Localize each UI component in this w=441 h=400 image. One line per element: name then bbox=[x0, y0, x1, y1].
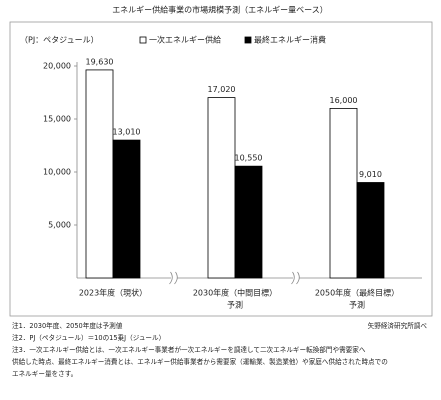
axis-break-mark bbox=[169, 271, 173, 285]
note: 注2．PJ（ペタジュール）＝10の15乗J（ジュール） bbox=[12, 333, 165, 342]
note: 供給した時点、最終エネルギー消費とは、エネルギー供給事業者から需要家（運輸業、製… bbox=[12, 357, 388, 366]
value-label: 19,630 bbox=[86, 57, 114, 66]
note: エネルギー量をさす。 bbox=[12, 370, 77, 378]
value-label: 17,020 bbox=[208, 85, 236, 94]
bar bbox=[112, 139, 141, 279]
y-tick-label: 15,000 bbox=[43, 115, 71, 124]
y-tick-label: 20,000 bbox=[43, 62, 71, 71]
legend-swatch bbox=[244, 36, 252, 44]
y-axis-label: （PJ：ペタジュール） bbox=[20, 36, 99, 45]
x-tick-label: 2023年度（現状） bbox=[79, 288, 147, 298]
x-tick-label: 予測 bbox=[349, 300, 365, 310]
x-tick-label: 2030年度（中間目標） bbox=[193, 288, 277, 298]
source: 矢野経済研究所調べ bbox=[368, 321, 428, 330]
axis-break-mark bbox=[174, 271, 178, 285]
note: 注1．2030年度、2050年度は予測値 bbox=[12, 321, 123, 330]
legend-label: 最終エネルギー消費 bbox=[254, 35, 326, 45]
x-tick-label: 予測 bbox=[227, 300, 243, 310]
axis-break-mark bbox=[296, 271, 300, 285]
value-label: 10,550 bbox=[235, 154, 263, 163]
bar bbox=[356, 182, 385, 279]
chart-title: エネルギー供給事業の市場規模予測（エネルギー量ベース） bbox=[112, 5, 328, 15]
y-tick-label: 5,000 bbox=[48, 221, 71, 230]
value-label: 9,010 bbox=[359, 170, 382, 179]
bar bbox=[329, 108, 358, 279]
bar bbox=[234, 165, 263, 279]
axis-break-mark bbox=[291, 271, 295, 285]
chart-frame bbox=[9, 21, 433, 317]
bar bbox=[207, 97, 236, 279]
value-label: 16,000 bbox=[330, 96, 358, 105]
axis-break bbox=[171, 272, 177, 284]
note: 注3．一次エネルギー供給とは、一次エネルギー事業者が一次エネルギーを調達して二次… bbox=[12, 345, 366, 354]
x-tick-label: 2050年度（最終目標） bbox=[315, 288, 399, 298]
value-label: 13,010 bbox=[113, 128, 141, 137]
legend-swatch bbox=[139, 36, 147, 44]
axis-break bbox=[293, 272, 299, 284]
y-tick-label: 10,000 bbox=[43, 168, 71, 177]
legend-label: 一次エネルギー供給 bbox=[149, 35, 221, 45]
bar bbox=[85, 69, 114, 279]
